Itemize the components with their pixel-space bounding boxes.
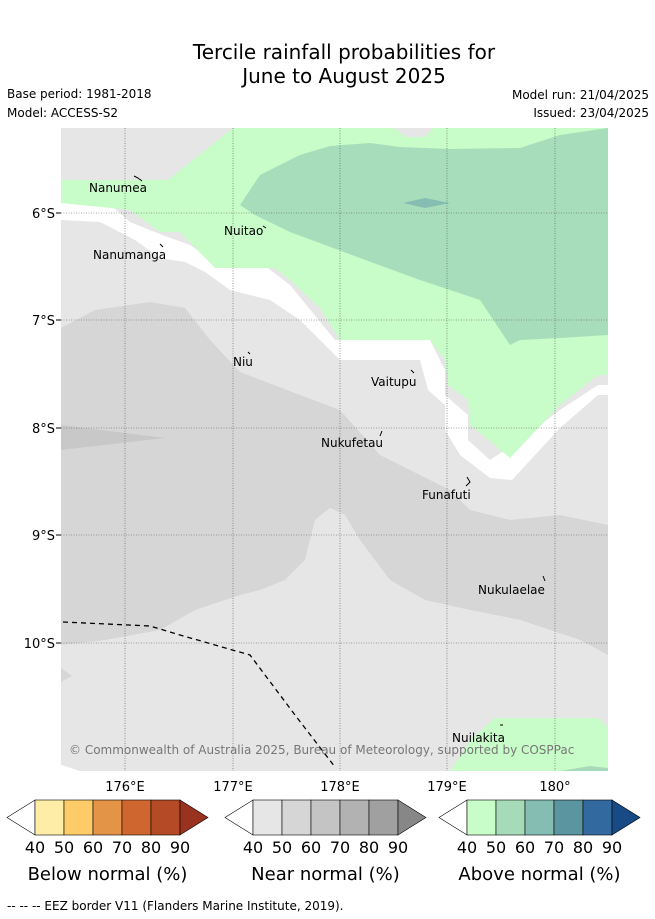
colorbar-swatch-under: [438, 799, 468, 836]
lat-label-6s: 6°S: [32, 207, 55, 222]
colorbar-swatch-under: [6, 799, 36, 836]
lon-label-179e: 179°E: [427, 780, 467, 795]
island-label-nukulaelae: Nukulaelae: [478, 583, 545, 597]
colorbar-tick-label: 60: [301, 838, 321, 857]
colorbar-tick-label: 60: [515, 838, 535, 857]
colorbar-tick-label: 50: [486, 838, 506, 857]
colorbar-swatch: [92, 799, 123, 836]
colorbar-swatch: [466, 799, 497, 836]
colorbar-tick-label: 40: [25, 838, 45, 857]
lat-label-10s: 10°S: [24, 637, 55, 652]
colorbar-tick-label: 90: [170, 838, 190, 857]
island-label-funafuti: Funafuti: [422, 488, 471, 502]
colorbar-swatch-over: [611, 799, 641, 836]
colorbar-swatch: [281, 799, 312, 836]
colorbar-tick-label: 40: [243, 838, 263, 857]
island-label-nuilakita: Nuilakita: [452, 731, 505, 745]
lon-label-176e: 176°E: [105, 780, 145, 795]
title-line-2: June to August 2025: [242, 64, 446, 88]
colorbar-title: Near normal (%): [251, 864, 400, 885]
white-corner-patch: [61, 765, 80, 771]
colorbar-near-normal: 40 50 60 70 80 90 Near normal (%): [224, 799, 427, 885]
colorbar-tick-label: 80: [359, 838, 379, 857]
colorbar-below-normal: 40 50 60 70 80 90 Below normal (%): [6, 799, 209, 885]
colorbar-swatch: [553, 799, 584, 836]
near-normal-south-region: [175, 508, 608, 771]
copyright-notice: © Commonwealth of Australia 2025, Bureau…: [69, 743, 574, 757]
colorbar-swatch: [63, 799, 94, 836]
colorbar-legends: 40 50 60 70 80 90 Below normal (%) 40 50 60 70 80 90…: [6, 799, 641, 885]
lon-label-177e: 177°E: [213, 780, 253, 795]
colorbar-swatch-over: [397, 799, 427, 836]
colorbar-above-normal: 40 50 60 70 80 90 Above normal (%): [438, 799, 641, 885]
lon-label-180: 180°: [539, 780, 570, 795]
colorbar-tick-label: 90: [388, 838, 408, 857]
colorbar-swatch: [582, 799, 613, 836]
above-normal-south-patch: [560, 766, 608, 771]
island-shapes: [133, 175, 546, 726]
model-run: Model run: 21/04/2025: [511, 88, 649, 102]
island-label-nukufetau: Nukufetau: [321, 436, 383, 450]
colorbar-tick-label: 60: [83, 838, 103, 857]
colorbar-title: Below normal (%): [28, 864, 188, 885]
lon-label-178e: 178°E: [320, 780, 360, 795]
base-period: Base period: 1981-2018: [7, 87, 152, 101]
island-label-nuitao: Nuitao: [224, 224, 263, 238]
colorbar-swatch: [339, 799, 370, 836]
gridlines: [61, 128, 608, 771]
longitude-labels: 176°E 177°E 178°E 179°E 180°: [105, 780, 570, 795]
island-label-nanumea: Nanumea: [89, 181, 147, 195]
near-normal-60-patch: [61, 425, 165, 450]
latitude-labels: 6°S 7°S 8°S 9°S 10°S: [24, 207, 61, 652]
issued-date: Issued: 23/04/2025: [533, 106, 649, 120]
lat-label-8s: 8°S: [32, 422, 55, 437]
probability-regions: [61, 128, 608, 771]
colorbar-swatch: [121, 799, 152, 836]
title-line-1: Tercile rainfall probabilities for: [192, 40, 496, 64]
eez-border-line: [62, 621, 336, 768]
colorbar-tick-label: 80: [573, 838, 593, 857]
colorbar-tick-label: 90: [602, 838, 622, 857]
above-normal-50-region: [240, 128, 608, 345]
colorbar-tick-label: 80: [141, 838, 161, 857]
colorbar-tick-label: 50: [272, 838, 292, 857]
colorbar-swatch: [150, 799, 181, 836]
colorbar-swatch: [495, 799, 526, 836]
island-labels: Nanumea Nuitao Nanumanga Niu Vaitupu Nuk…: [89, 181, 545, 745]
near-normal-50-region: [61, 302, 608, 655]
model-name: Model: ACCESS-S2: [7, 106, 119, 120]
island-label-vaitupu: Vaitupu: [371, 375, 417, 389]
lat-label-9s: 9°S: [32, 529, 55, 544]
white-buffer-band: [61, 200, 608, 480]
island-label-niu: Niu: [233, 355, 253, 369]
colorbar-swatch: [310, 799, 341, 836]
colorbar-tick-label: 70: [330, 838, 350, 857]
map-title: Tercile rainfall probabilities for June …: [0, 40, 655, 88]
above-normal-60-patch: [403, 198, 450, 208]
colorbar-tick-label: 50: [54, 838, 74, 857]
above-normal-south-region: [450, 718, 608, 771]
colorbar-title: Above normal (%): [458, 864, 620, 885]
colorbar-tick-label: 40: [457, 838, 477, 857]
eez-footnote: -- -- -- EEZ border V11 (Flanders Marine…: [7, 899, 344, 913]
colorbar-tick-label: 70: [112, 838, 132, 857]
island-label-nanumanga: Nanumanga: [93, 248, 166, 262]
near-normal-50-patch: [61, 668, 72, 682]
colorbar-tick-label: 70: [544, 838, 564, 857]
colorbar-swatch-under: [224, 799, 254, 836]
colorbar-swatch-over: [179, 799, 209, 836]
colorbar-swatch: [252, 799, 283, 836]
lat-label-7s: 7°S: [32, 314, 55, 329]
colorbar-swatch: [524, 799, 555, 836]
colorbar-swatch: [34, 799, 65, 836]
colorbar-swatch: [368, 799, 399, 836]
